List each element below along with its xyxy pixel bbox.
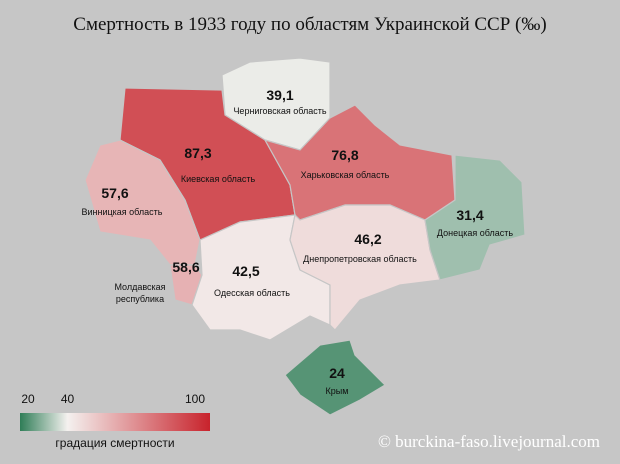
legend-bar <box>20 413 210 431</box>
region-value: 46,2 <box>354 231 381 247</box>
region-name: Крым <box>326 386 349 396</box>
region-value: 87,3 <box>184 145 211 161</box>
region-name: Киевская область <box>181 174 256 184</box>
legend-tick-label: 100 <box>185 392 205 406</box>
title: Смертность в 1933 году по областям Украи… <box>73 14 546 35</box>
region-name: Харьковская область <box>301 170 390 180</box>
region-name: Молдавская республика <box>114 282 165 304</box>
legend-tick-label: 20 <box>21 392 35 406</box>
region-value: 76,8 <box>331 147 358 163</box>
region-value: 31,4 <box>456 207 483 223</box>
region <box>424 154 526 281</box>
region-name: Одесская область <box>214 288 290 298</box>
region <box>289 204 441 331</box>
region-name: Донецкая область <box>437 228 513 238</box>
region-name: Винницкая область <box>82 207 163 217</box>
region-value: 24 <box>329 365 345 381</box>
region-value: 39,1 <box>266 87 293 103</box>
region-name: Черниговская область <box>233 106 326 116</box>
region-value: 57,6 <box>101 185 128 201</box>
legend-title: градация смертности <box>55 436 174 450</box>
regions: 39,1 Черниговская область 87,3 Киевская обл… <box>82 57 526 416</box>
region-value: 58,6 <box>172 259 199 275</box>
region-name: Днепропетровская область <box>303 254 417 264</box>
region-value: 42,5 <box>232 263 259 279</box>
region <box>284 339 386 416</box>
legend-tick-label: 40 <box>61 392 75 406</box>
credit: © burckina-faso.livejournal.com <box>378 432 600 451</box>
